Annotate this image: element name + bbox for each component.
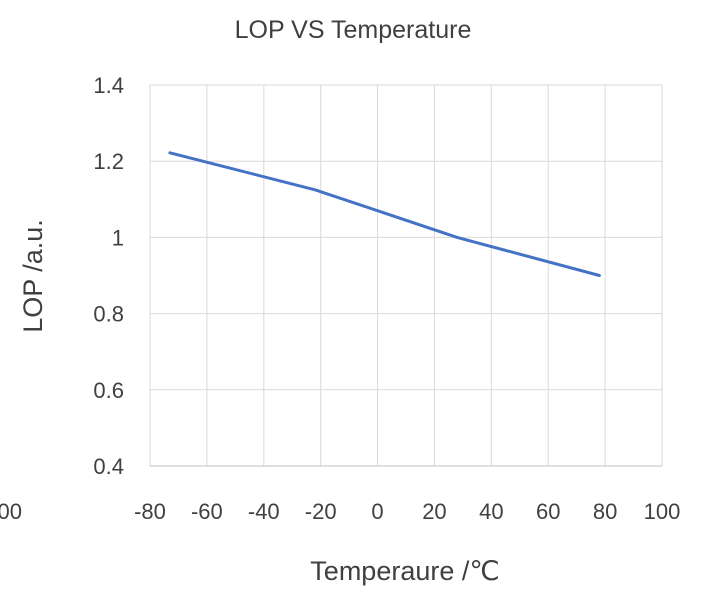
chart-title: LOP VS Temperature	[235, 16, 472, 44]
x-tick-label: 40	[479, 499, 503, 524]
y-tick-label: 0.6	[93, 378, 124, 403]
x-tick-label: -60	[191, 499, 223, 524]
gridlines	[149, 84, 663, 467]
y-tick-label: 1	[112, 225, 124, 250]
series-line	[168, 151, 601, 277]
x-tick-labels: -80 -60 -40 -20 0 20 40 60 80 100	[134, 499, 680, 524]
y-tick-label: 0.4	[93, 454, 124, 479]
x-tick-label: 100	[644, 499, 681, 524]
x-tick-label: -20	[305, 499, 337, 524]
x-tick-label: 20	[422, 499, 446, 524]
x-tick-label: 80	[593, 499, 617, 524]
y-tick-label: 1.2	[93, 149, 124, 174]
y-axis-title: LOP /a.u.	[18, 219, 48, 333]
y-tick-label: 1.4	[93, 73, 124, 98]
y-tick-labels: 0.4 0.6 0.8 1 1.2 1.4	[93, 73, 124, 479]
x-tick-label: 60	[536, 499, 560, 524]
x-tick-label: 0	[371, 499, 383, 524]
series-layer	[168, 151, 601, 277]
clipped-tick-label: 00	[0, 499, 22, 524]
x-axis-title: Temperaure /℃	[310, 556, 499, 586]
y-tick-label: 0.8	[93, 302, 124, 327]
x-tick-label: -40	[248, 499, 280, 524]
x-tick-label: -80	[134, 499, 166, 524]
